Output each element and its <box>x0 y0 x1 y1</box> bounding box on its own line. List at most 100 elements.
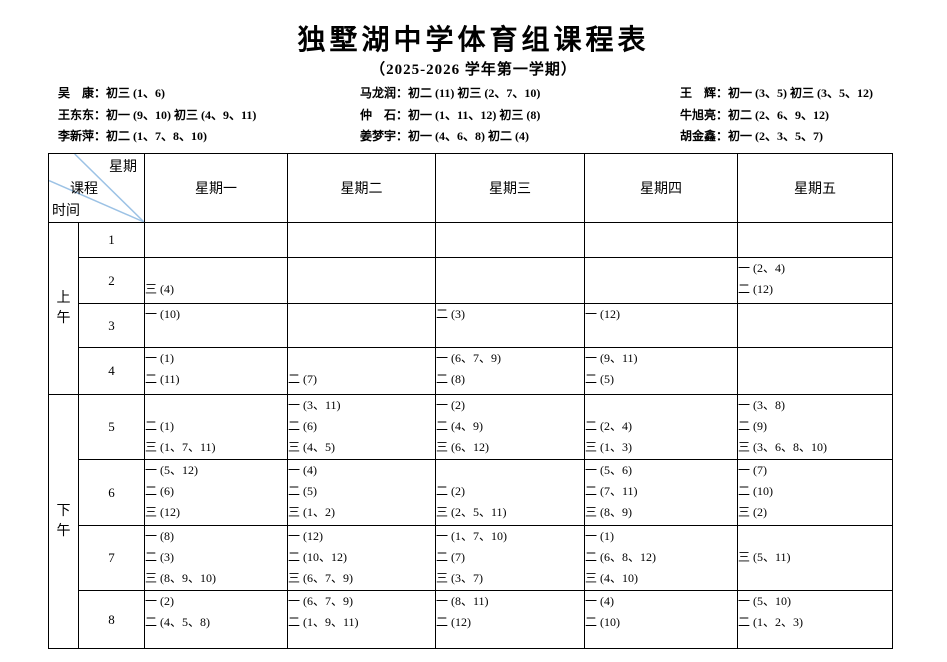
cell-line: 一 (1) <box>145 351 174 365</box>
teacher-column-right: 王 辉：初一 (3、5) 初三 (3、5、12) 牛旭亮：初二 (2、6、9、1… <box>680 83 873 148</box>
schedule-cell: 一 (5、10) 二 (1、2、3) <box>737 590 893 649</box>
cell-line <box>738 526 892 547</box>
cell-line: 三 (4、10) <box>585 571 638 585</box>
cell-line: 三 (6、12) <box>436 440 489 454</box>
cell-line: 二 (1) <box>145 419 174 433</box>
schedule-cell <box>584 257 738 304</box>
corner-label-time: 时间 <box>52 204 80 219</box>
teacher-entry: 牛旭亮：初二 (2、6、9、12) <box>680 107 829 122</box>
cell-line: 一 (2、4) <box>738 261 785 275</box>
schedule-cell: 二 (7) <box>287 347 436 395</box>
cell-line: 二 (10) <box>738 484 773 498</box>
schedule-cell <box>737 222 893 258</box>
schedule-cell: 一 (2、4) 二 (12) <box>737 257 893 304</box>
cell-line <box>288 348 435 369</box>
session-label-afternoon: 下午 <box>48 394 79 649</box>
day-header-thursday: 星期四 <box>584 153 738 223</box>
teacher-entry: 马龙润：初二 (11) 初三 (2、7、10) <box>360 86 541 100</box>
cell-line: 三 (12) <box>145 505 180 519</box>
cell-line: 一 (6、7、9) <box>436 351 501 365</box>
cell-line: 二 (6、8、12) <box>585 550 656 564</box>
diagonal-divider-lines <box>49 154 144 222</box>
schedule-cell: 一 (9、11) 二 (5) <box>584 347 738 395</box>
schedule-cell: 一 (4) 二 (10) <box>584 590 738 649</box>
day-header-tuesday: 星期二 <box>287 153 436 223</box>
cell-line: 一 (4) <box>288 463 317 477</box>
cell-line: 一 (3、8) <box>738 398 785 412</box>
cell-line: 一 (5、6) <box>585 463 632 477</box>
teacher-column-left: 吴 康：初三 (1、6) 王东东：初一 (9、10) 初三 (4、9、11) 李… <box>58 83 256 148</box>
cell-line: 二 (12) <box>436 615 471 629</box>
schedule-cell <box>435 257 585 304</box>
cell-line: 一 (3、11) <box>288 398 341 412</box>
cell-line <box>436 460 584 481</box>
cell-line: 二 (7) <box>436 550 465 564</box>
cell-line: 一 (1) <box>585 529 614 543</box>
cell-line: 二 (8) <box>436 372 465 386</box>
teacher-column-middle: 马龙润：初二 (11) 初三 (2、7、10) 仲 石：初一 (1、11、12)… <box>360 83 540 148</box>
cell-line: 二 (3) <box>436 307 465 321</box>
schedule-cell: 一 (6、7、9) 二 (8) <box>435 347 585 395</box>
teacher-entry: 胡金鑫：初一 (2、3、5、7) <box>680 129 823 143</box>
teacher-entry: 王 辉：初一 (3、5) 初三 (3、5、12) <box>680 86 873 100</box>
day-header-wednesday: 星期三 <box>435 153 585 223</box>
cell-line: 一 (8) <box>145 529 174 543</box>
cell-line: 三 (5、11) <box>738 550 791 564</box>
timetable-row: 下午 5 二 (1) 三 (1、7、11) 一 (3、11) 二 (6) 三 (4、5) 一… <box>48 394 893 649</box>
cell-line: 一 (5、10) <box>738 594 791 608</box>
schedule-cell: 一 (1) 二 (6、8、12) 三 (4、10) <box>584 525 738 591</box>
cell-line: 一 (5、12) <box>145 463 198 477</box>
cell-line: 二 (6) <box>145 484 174 498</box>
page-title: 独墅湖中学体育组课程表 <box>297 23 650 56</box>
period-number: 4 <box>78 347 145 395</box>
cell-line: 一 (7) <box>738 463 767 477</box>
day-header-monday: 星期一 <box>144 153 288 223</box>
corner-label-course: 课程 <box>70 182 98 197</box>
cell-line: 三 (2、5、11) <box>436 505 507 519</box>
schedule-cell <box>287 257 436 304</box>
cell-line: 一 (12) <box>585 307 620 321</box>
cell-line: 三 (4) <box>145 282 174 296</box>
schedule-cell <box>435 222 585 258</box>
schedule-cell: 一 (6、7、9) 二 (1、9、11) <box>287 590 436 649</box>
period-number: 6 <box>78 459 145 526</box>
cell-line: 二 (4、9) <box>436 419 483 433</box>
schedule-cell: 一 (7) 二 (10) 三 (2) <box>737 459 893 526</box>
schedule-cell: 二 (3) <box>435 303 585 348</box>
schedule-cell: 一 (8) 二 (3) 三 (8、9、10) <box>144 525 288 591</box>
schedule-cell: 一 (10) <box>144 303 288 348</box>
cell-line: 三 (6、7、9) <box>288 571 353 585</box>
cell-line: 二 (10、12) <box>288 550 347 564</box>
cell-line: 三 (4、5) <box>288 440 335 454</box>
schedule-cell <box>584 222 738 258</box>
cell-line: 二 (5) <box>288 484 317 498</box>
period-number: 3 <box>78 303 145 348</box>
period-number: 2 <box>78 257 145 304</box>
schedule-cell: 二 (2、4) 三 (1、3) <box>584 394 738 460</box>
cell-line: 二 (1、9、11) <box>288 615 359 629</box>
schedule-cell: 三 (5、11) <box>737 525 893 591</box>
timetable-row: 2 三 (4) 一 (2、4) 二 (12) <box>49 257 893 304</box>
schedule-cell: 一 (5、12) 二 (6) 三 (12) <box>144 459 288 526</box>
period-number: 8 <box>78 590 145 649</box>
cell-line: 一 (12) <box>288 529 323 543</box>
corner-cell: 星期 课程 时间 <box>48 153 145 223</box>
cell-line: 一 (9、11) <box>585 351 638 365</box>
cell-line: 一 (2) <box>145 594 174 608</box>
schedule-cell: 一 (1、7、10) 二 (7) 三 (3、7) <box>435 525 585 591</box>
schedule-cell: 一 (3、11) 二 (6) 三 (4、5) <box>287 394 436 460</box>
cell-line: 一 (10) <box>145 307 180 321</box>
cell-line: 一 (1、7、10) <box>436 529 507 543</box>
schedule-cell: 二 (1) 三 (1、7、11) <box>144 394 288 460</box>
cell-line: 二 (4、5、8) <box>145 615 210 629</box>
schedule-cell: 一 (8、11) 二 (12) <box>435 590 585 649</box>
period-number: 7 <box>78 525 145 591</box>
period-number: 1 <box>78 222 145 258</box>
cell-line: 二 (10) <box>585 615 620 629</box>
cell-line: 三 (3、6、8、10) <box>738 440 827 454</box>
